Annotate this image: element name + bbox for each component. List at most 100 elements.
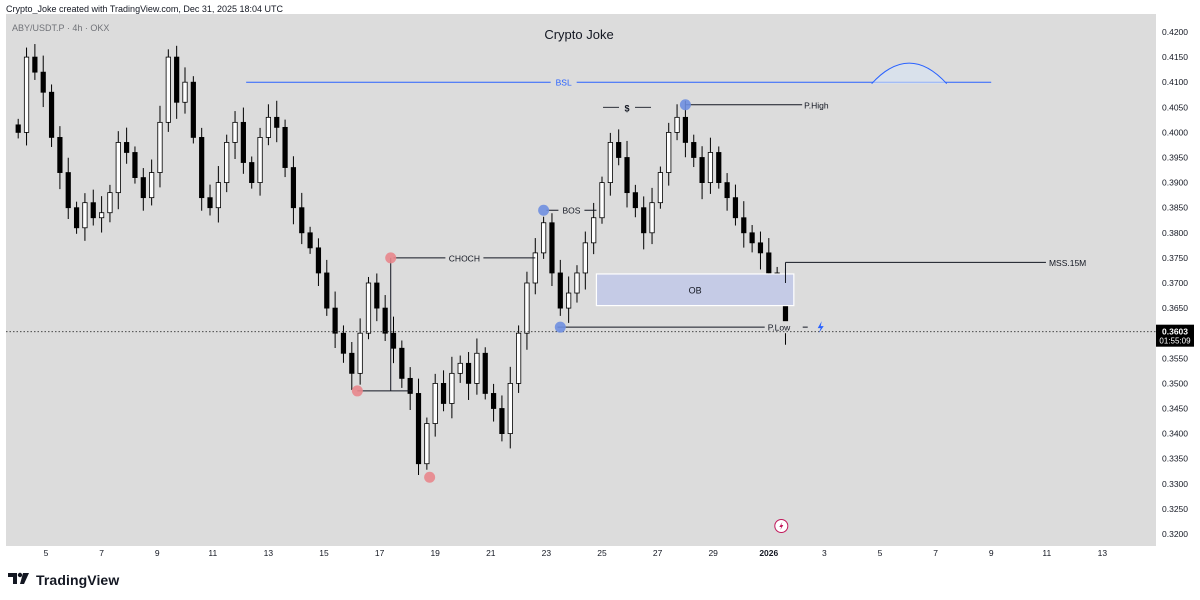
chart-title: Crypto Joke bbox=[544, 27, 613, 42]
price-axis-label: 0.3250 bbox=[1162, 504, 1188, 514]
time-axis-label: 21 bbox=[486, 548, 496, 558]
candle bbox=[232, 111, 238, 160]
time-axis-label: 7 bbox=[933, 548, 938, 558]
swing-marker-red[interactable] bbox=[385, 252, 397, 264]
price-axis-label: 0.3650 bbox=[1162, 303, 1188, 313]
candle-body bbox=[15, 124, 21, 133]
candle-body bbox=[149, 172, 155, 199]
price-axis-label: 0.3400 bbox=[1162, 429, 1188, 439]
price-axis-label: 0.4200 bbox=[1162, 27, 1188, 37]
time-axis-label: 17 bbox=[375, 548, 385, 558]
candle bbox=[616, 129, 622, 166]
candle-body bbox=[365, 282, 372, 334]
swing-marker-red[interactable] bbox=[351, 385, 363, 397]
candle-body bbox=[257, 137, 263, 183]
candle-body bbox=[707, 152, 714, 183]
candle-body bbox=[474, 352, 480, 384]
candle bbox=[132, 146, 138, 184]
candle-body bbox=[124, 142, 130, 153]
candle-body bbox=[616, 142, 622, 158]
p-low-label: P.Low bbox=[768, 323, 791, 333]
candlestick-chart[interactable]: BSL $ P.High BOS CHOCH MSS.15M OB P.Low 0.4200 0… bbox=[6, 14, 1194, 562]
candle bbox=[274, 100, 280, 143]
candle-body bbox=[591, 217, 597, 244]
bos-label: BOS bbox=[562, 206, 580, 216]
time-axis-label: 11 bbox=[208, 548, 217, 558]
candle bbox=[716, 146, 722, 189]
candle bbox=[32, 44, 38, 80]
candle bbox=[624, 140, 630, 208]
time-axis-label: 9 bbox=[989, 548, 994, 558]
candle-body bbox=[174, 56, 180, 103]
label-backdrop bbox=[445, 251, 484, 264]
candle-body bbox=[524, 282, 530, 334]
candle bbox=[40, 55, 46, 108]
candle-body bbox=[165, 56, 171, 123]
candle bbox=[440, 370, 447, 412]
candle bbox=[674, 104, 680, 141]
candle-body bbox=[232, 121, 238, 143]
current-price-badge[interactable] bbox=[1156, 324, 1194, 347]
price-axis-label: 0.4100 bbox=[1162, 77, 1188, 87]
candle bbox=[382, 295, 388, 341]
candle-body bbox=[515, 332, 522, 384]
candle-body bbox=[649, 202, 655, 234]
candle bbox=[741, 201, 747, 248]
tradingview-brand[interactable]: TradingView bbox=[8, 570, 119, 590]
candle-body bbox=[657, 172, 663, 204]
candle bbox=[324, 259, 330, 316]
candle-body bbox=[674, 116, 680, 133]
lightning-icon[interactable] bbox=[817, 321, 824, 334]
candle-body bbox=[240, 121, 246, 163]
candle-body bbox=[749, 232, 755, 244]
candle-body bbox=[557, 272, 563, 309]
candle bbox=[90, 189, 96, 226]
candle-body bbox=[624, 157, 630, 194]
candle bbox=[432, 373, 438, 437]
candle-body bbox=[632, 192, 638, 209]
bsl-arc bbox=[871, 62, 948, 85]
time-axis-background bbox=[6, 546, 1194, 562]
candle bbox=[657, 166, 663, 209]
time-axis-label: 19 bbox=[430, 548, 440, 558]
candle-body bbox=[332, 307, 338, 334]
candle bbox=[699, 146, 705, 200]
candle-body bbox=[641, 207, 647, 234]
candle-body bbox=[699, 157, 705, 184]
order-block-zone[interactable] bbox=[595, 273, 795, 307]
candle-body bbox=[549, 222, 555, 274]
candle bbox=[140, 168, 146, 211]
candle-body bbox=[82, 202, 88, 229]
candle-body bbox=[424, 423, 430, 465]
swing-marker-blue[interactable] bbox=[554, 321, 566, 333]
candle bbox=[574, 265, 580, 303]
candle-body bbox=[582, 242, 588, 274]
swing-marker-blue[interactable] bbox=[538, 204, 550, 216]
candle bbox=[282, 119, 288, 178]
candle bbox=[357, 318, 363, 385]
price-axis-label: 0.3700 bbox=[1162, 278, 1188, 288]
time-axis-label: 25 bbox=[597, 548, 607, 558]
time-axis-label: 27 bbox=[653, 548, 663, 558]
candle bbox=[407, 367, 413, 411]
candle bbox=[199, 127, 205, 211]
candle-body bbox=[73, 207, 80, 229]
price-axis-label: 0.3200 bbox=[1162, 529, 1188, 539]
candle bbox=[724, 173, 730, 211]
candle bbox=[449, 356, 455, 419]
candle bbox=[482, 347, 488, 400]
candle bbox=[749, 225, 755, 253]
candle-body bbox=[532, 252, 538, 284]
label-backdrop bbox=[550, 76, 577, 89]
swing-marker-blue[interactable] bbox=[679, 99, 691, 111]
time-axis-label: 7 bbox=[99, 548, 104, 558]
candle-body bbox=[190, 81, 196, 138]
candle bbox=[732, 184, 739, 226]
candle bbox=[374, 273, 380, 322]
candle-body bbox=[32, 56, 38, 73]
chart-area[interactable]: BSL $ P.High BOS CHOCH MSS.15M OB P.Low 0.4200 0… bbox=[6, 14, 1194, 562]
candle-body bbox=[274, 116, 280, 128]
candle-body bbox=[307, 232, 313, 249]
swing-marker-red[interactable] bbox=[424, 471, 436, 483]
candle bbox=[507, 366, 513, 449]
